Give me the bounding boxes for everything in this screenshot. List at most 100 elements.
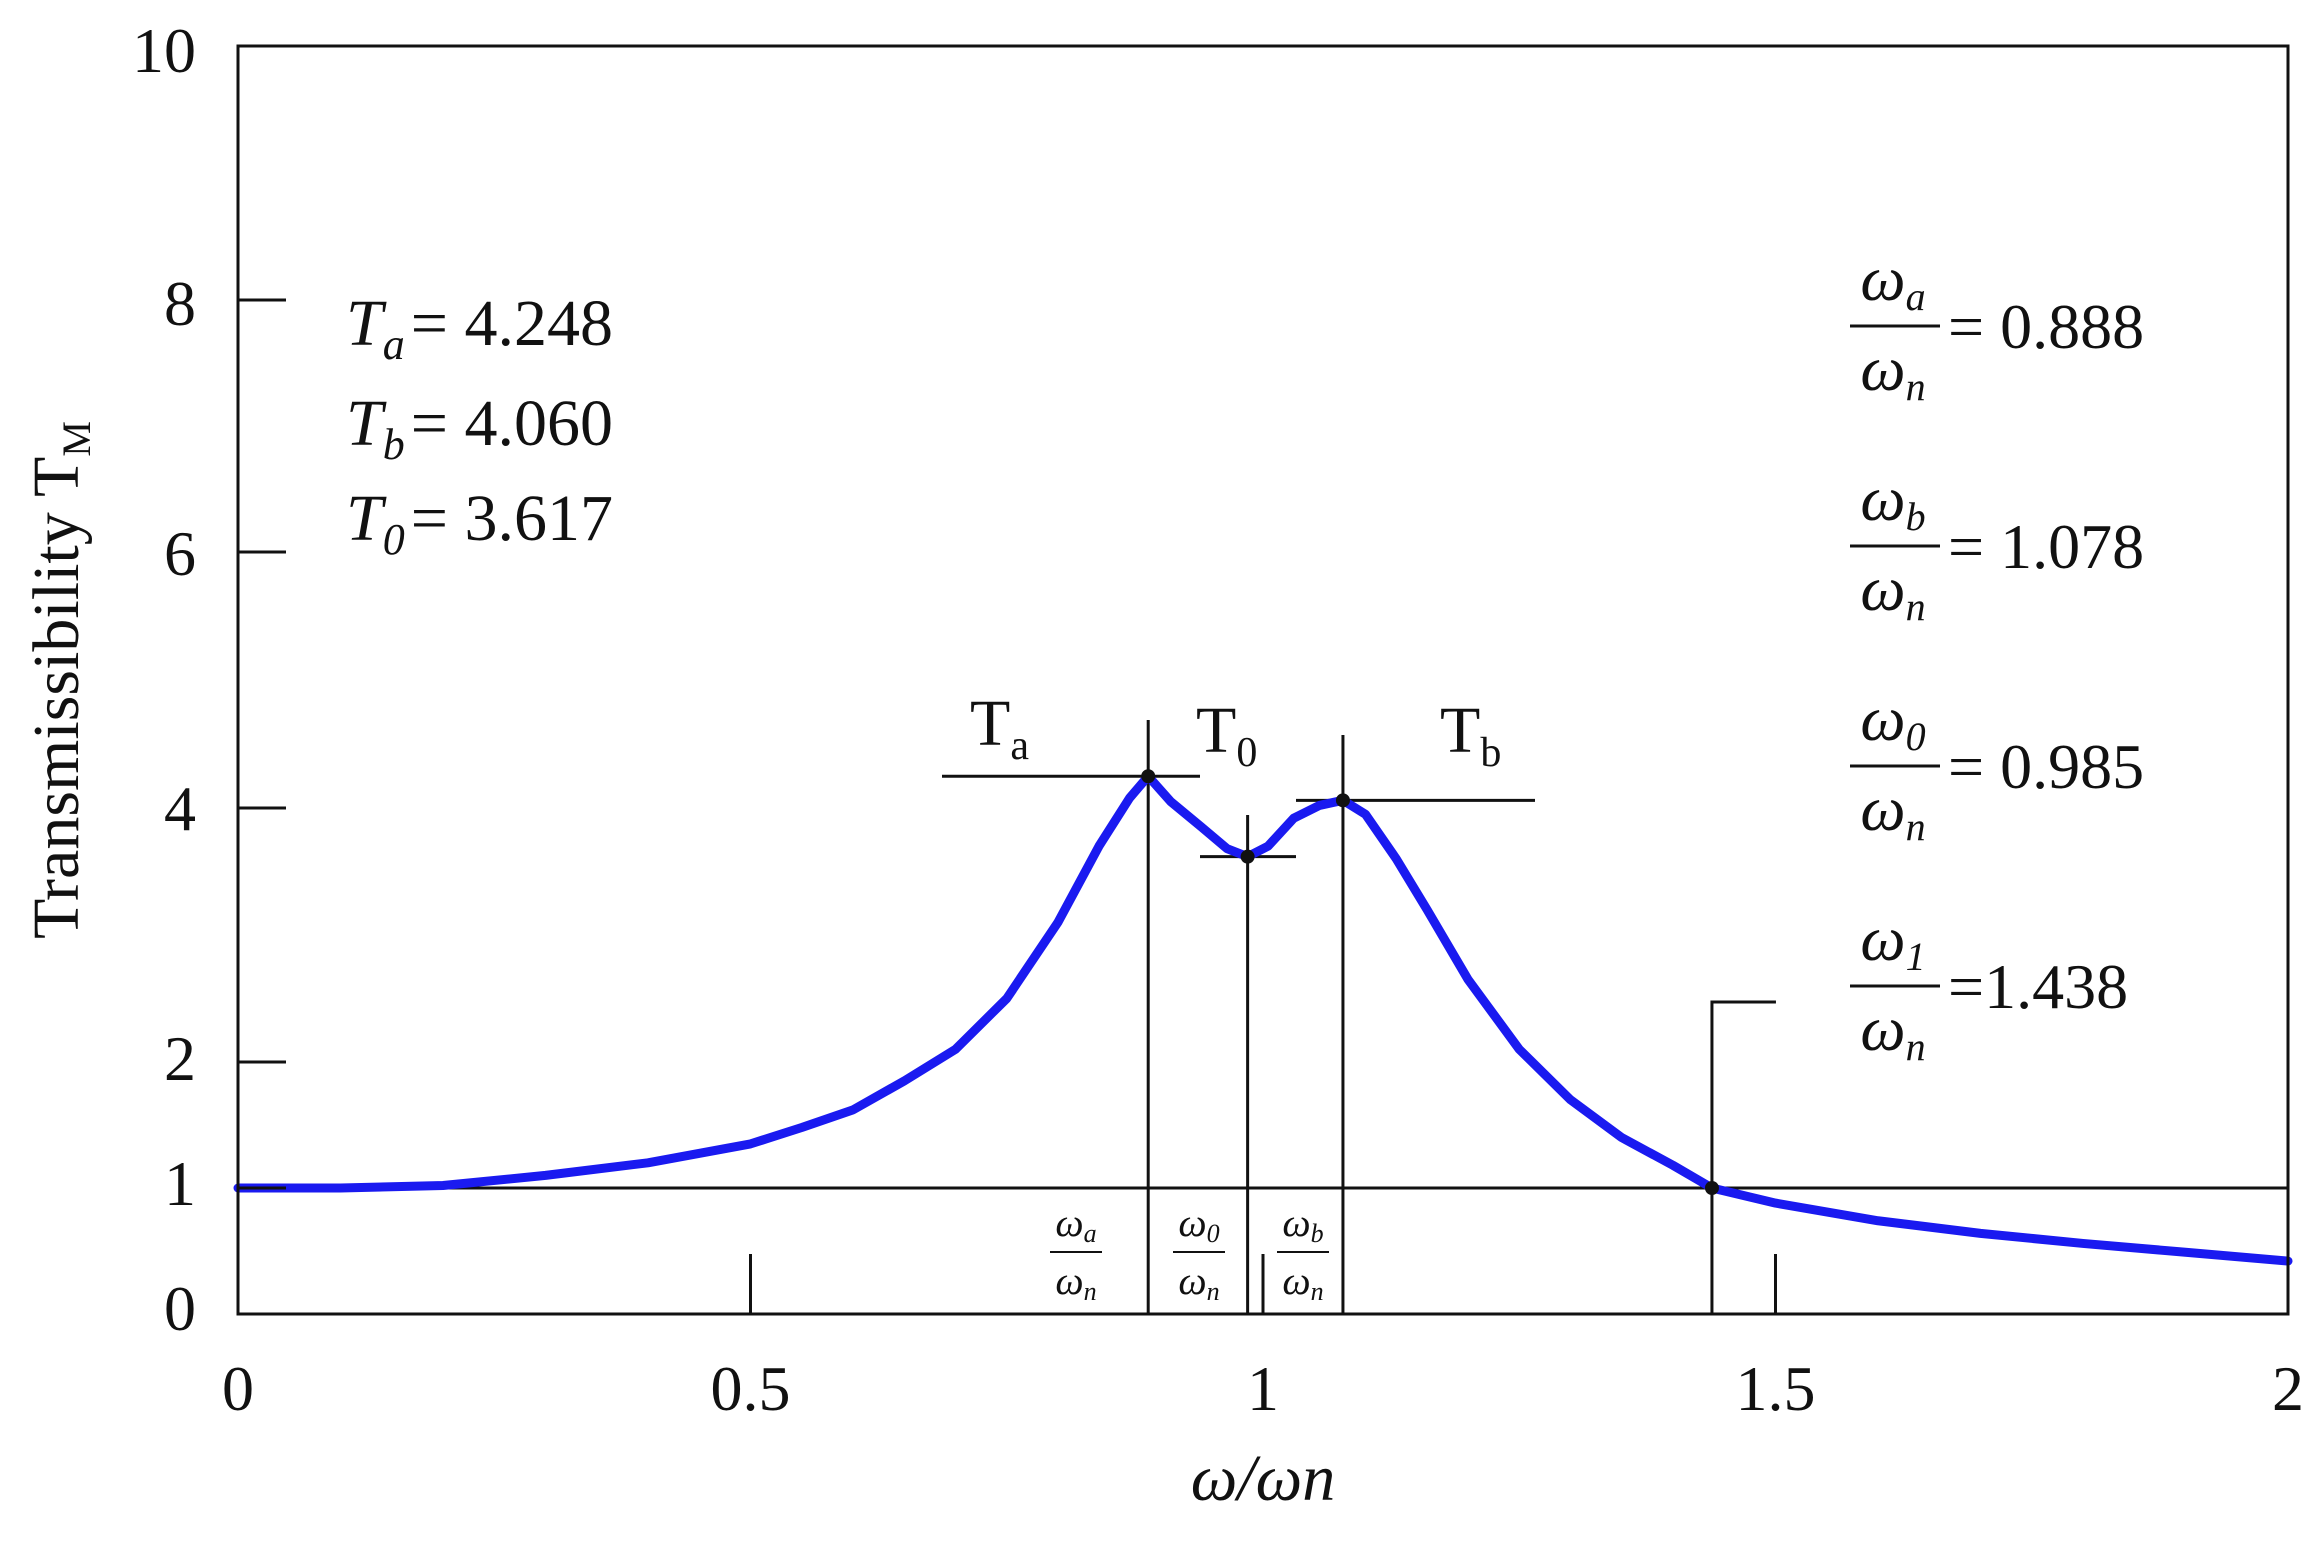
- transmissibility-curve: [233, 771, 2293, 1266]
- plot-frame-layer: [236, 44, 2290, 1316]
- value-symbol: T: [346, 287, 387, 360]
- ratio-value: = 0.985: [1948, 731, 2144, 802]
- y-tick-label: 8: [164, 268, 196, 339]
- ratio-numerator-subscript: 1: [1906, 934, 1926, 979]
- x-tick-label: 1.5: [1736, 1353, 1816, 1424]
- ratio-denominator-subscript: n: [1906, 584, 1926, 629]
- peak-label: Ta: [970, 687, 1029, 769]
- x-axis-title: ω/ωn: [1191, 1442, 1336, 1515]
- ratio-value: = 0.888: [1948, 291, 2144, 362]
- y-axis-title-main: Transmissibility T: [20, 457, 93, 939]
- ratio-denominator-symbol: ω: [1860, 333, 1905, 404]
- value-subscript: a: [383, 320, 405, 369]
- value-subscript: b: [383, 420, 405, 469]
- ratio-numerator-subscript: a: [1906, 274, 1926, 319]
- x-tick-label: 0: [222, 1353, 254, 1424]
- ratio-numerator-symbol: ω: [1860, 243, 1905, 314]
- ratio-denominator-symbol: ω: [1860, 553, 1905, 624]
- axis-fraction-den-subscript: n: [1311, 1277, 1324, 1306]
- peak-marker-dot: [1141, 769, 1156, 784]
- y-tick-label: 6: [164, 518, 196, 589]
- peak-marker-dot: [1335, 793, 1350, 808]
- y-tick-label: 4: [164, 773, 196, 844]
- ratio-denominator: ωn: [1860, 553, 1925, 629]
- axis-fraction-num-symbol: ω: [1178, 1200, 1206, 1245]
- ratio-denominator-symbol: ω: [1860, 773, 1905, 844]
- ratio-denominator-subscript: n: [1906, 804, 1926, 849]
- axis-fraction-den-symbol: ω: [1055, 1258, 1083, 1303]
- ratio-denominator-symbol: ω: [1860, 993, 1905, 1064]
- peak-label-main: T: [1440, 694, 1480, 767]
- ratio-value: = 1.078: [1948, 511, 2144, 582]
- y-tick-label: 2: [164, 1023, 196, 1094]
- y-tick-label: 0: [164, 1273, 196, 1344]
- peak-label: T0: [1196, 694, 1257, 776]
- ratio-numerator-symbol: ω: [1860, 683, 1905, 754]
- ratio-denominator-subscript: n: [1906, 364, 1926, 409]
- axis-fraction-denominator: ωn: [1282, 1258, 1323, 1306]
- x-tick-label: 1: [1247, 1353, 1279, 1424]
- axis-fraction-den-symbol: ω: [1178, 1258, 1206, 1303]
- ratio-numerator-symbol: ω: [1860, 903, 1905, 974]
- axis-fraction-den-subscript: n: [1084, 1277, 1097, 1306]
- ratio-numerator: ω0: [1860, 683, 1925, 759]
- value-readout: T0= 3.617: [346, 482, 613, 564]
- value-symbol: T: [346, 387, 387, 460]
- peak-label-subscript: a: [1010, 723, 1029, 769]
- value-readout: Ta= 4.248: [346, 287, 613, 369]
- peak-label-subscript: 0: [1236, 730, 1257, 776]
- ratio-numerator-subscript: b: [1906, 494, 1926, 539]
- ratio-numerator: ωb: [1860, 463, 1925, 539]
- ratio-denominator: ωn: [1860, 333, 1925, 409]
- curve-layer: [233, 769, 2293, 1266]
- axis-fraction-den-subscript: n: [1207, 1277, 1220, 1306]
- peak-label: Tb: [1440, 694, 1501, 776]
- ratio-numerator-subscript: 0: [1906, 714, 1926, 759]
- axis-fraction-num-symbol: ω: [1282, 1200, 1310, 1245]
- axis-fraction-num-symbol: ω: [1055, 1200, 1083, 1245]
- value-number: = 4.248: [411, 287, 613, 360]
- axis-fraction-denominator: ωn: [1178, 1258, 1219, 1306]
- y-tick-label: 10: [132, 15, 196, 86]
- y-tick-label: 1: [164, 1148, 196, 1219]
- axis-fraction-denominator: ωn: [1055, 1258, 1096, 1306]
- axis-fraction-numerator: ωa: [1055, 1200, 1096, 1248]
- ratio-numerator: ωa: [1860, 243, 1925, 319]
- ratio-numerator: ω1: [1860, 903, 1925, 979]
- y-axis-title-subscript: M: [54, 421, 99, 457]
- axis-fraction-num-subscript: b: [1311, 1219, 1324, 1248]
- ratio-denominator: ωn: [1860, 993, 1925, 1069]
- ratio-denominator-subscript: n: [1906, 1024, 1926, 1069]
- value-subscript: 0: [383, 515, 405, 564]
- peak-marker-dot: [1704, 1181, 1719, 1195]
- peak-label-subscript: b: [1480, 730, 1501, 776]
- axis-fraction-num-subscript: a: [1084, 1219, 1097, 1248]
- ratio-denominator: ωn: [1860, 773, 1925, 849]
- axis-fraction-num-subscript: 0: [1207, 1219, 1220, 1248]
- value-readout: Tb= 4.060: [346, 387, 613, 469]
- ratio-numerator-symbol: ω: [1860, 463, 1905, 534]
- ratio-value: =1.438: [1948, 951, 2128, 1022]
- omega-1-marker-line: [1710, 1000, 1776, 1314]
- x-tick-label: 2: [2272, 1353, 2304, 1424]
- value-symbol: T: [346, 482, 387, 555]
- peak-marker-dot: [1240, 849, 1255, 864]
- y-axis-title: Transmissibility TM: [20, 421, 99, 939]
- axis-fraction-numerator: ωb: [1282, 1200, 1323, 1248]
- value-number: = 3.617: [411, 482, 613, 555]
- peak-label-main: T: [1196, 694, 1236, 767]
- value-number: = 4.060: [411, 387, 613, 460]
- peak-label-main: T: [970, 687, 1010, 760]
- x-tick-label: 0.5: [711, 1353, 791, 1424]
- axis-fraction-den-symbol: ω: [1282, 1258, 1310, 1303]
- axis-fraction-numerator: ω0: [1178, 1200, 1219, 1248]
